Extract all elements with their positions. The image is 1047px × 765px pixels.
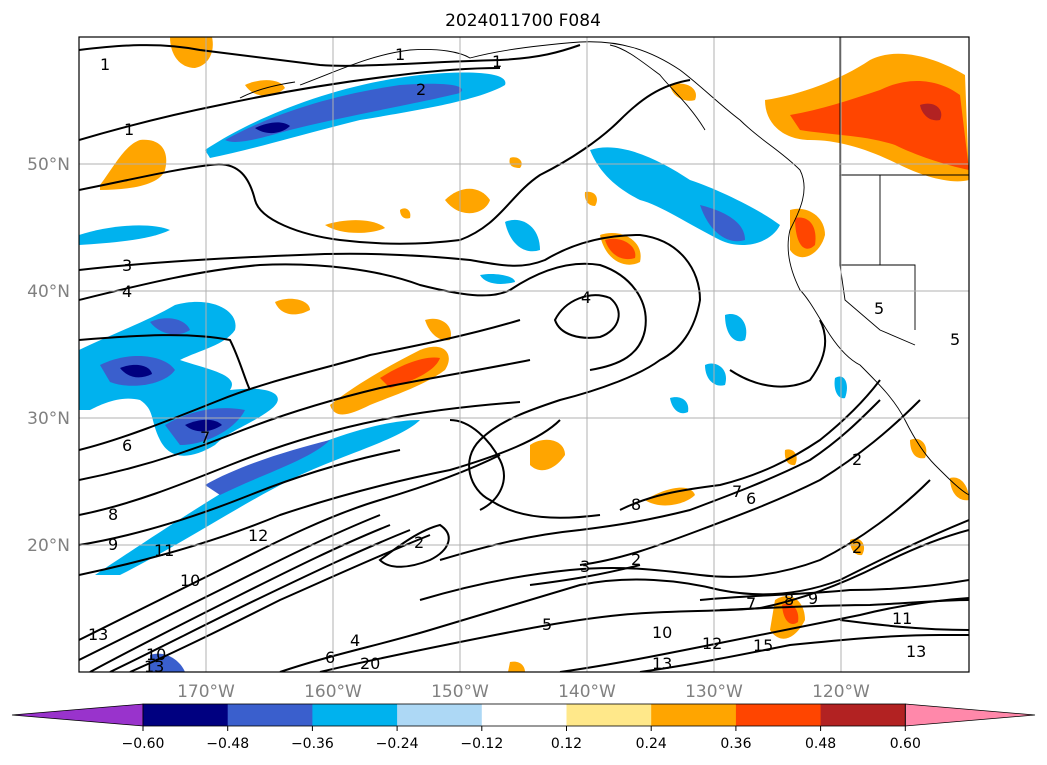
contour-label: 1 xyxy=(100,55,110,74)
contour-label: 4 xyxy=(350,631,360,650)
map-panel: 1 1 1 1 2 3 4 4 5 5 6 7 8 9 11 12 10 13 … xyxy=(78,36,970,676)
contour-label: 13 xyxy=(906,642,926,661)
contour-label: 13 xyxy=(88,625,108,644)
contour-label: 4 xyxy=(581,288,591,307)
contour-label: 2 xyxy=(414,533,424,552)
colorbar-segment xyxy=(820,704,906,726)
contour-label: 2 xyxy=(416,80,426,99)
contour-label: 2 xyxy=(852,450,862,469)
contour-label: 8 xyxy=(631,495,641,514)
colorbar: −0.60 −0.48 −0.36 −0.24 −0.12 0.12 0.24 0.36 0.4… xyxy=(11,703,1036,752)
colorbar-segment xyxy=(227,704,313,726)
colorbar-segment xyxy=(735,704,822,726)
contour-label: 15 xyxy=(753,636,773,655)
contour-label: 13 xyxy=(144,657,164,676)
contour-label: 1 xyxy=(395,45,405,64)
contour-label: 5 xyxy=(542,615,552,634)
map-title: 2024011700 F084 xyxy=(445,11,601,31)
colorbar-tick-label: −0.24 xyxy=(376,736,419,752)
contour-label: 13 xyxy=(652,654,672,673)
colorbar-tick-label: −0.48 xyxy=(206,736,249,752)
lat-label: 40°N xyxy=(27,282,70,302)
contour-label: 7 xyxy=(732,482,742,501)
colorbar-frame xyxy=(142,703,906,727)
colorbar-segment xyxy=(481,704,567,726)
contour-label: 3 xyxy=(580,557,590,576)
lat-label: 50°N xyxy=(27,155,70,175)
coastlines xyxy=(239,37,969,496)
colorbar-tick-label: 0.48 xyxy=(805,736,836,752)
contour-lines xyxy=(79,44,969,672)
positive-anomaly-shading xyxy=(100,37,969,672)
contour-label: 6 xyxy=(325,648,335,667)
contour-label: 6 xyxy=(746,489,756,508)
lon-label: 120°W xyxy=(812,682,870,702)
longitude-labels: 170°W 160°W 150°W 140°W 130°W 120°W xyxy=(177,682,870,702)
contour-label: 8 xyxy=(108,505,118,524)
lon-label: 140°W xyxy=(558,682,616,702)
contour-label: 2 xyxy=(852,538,862,557)
contour-label: 12 xyxy=(248,526,268,545)
lat-label: 30°N xyxy=(27,409,70,429)
contour-label: 5 xyxy=(874,299,884,318)
colorbar-segment xyxy=(566,704,652,726)
colorbar-tick-label: −0.12 xyxy=(460,736,503,752)
colorbar-tick-label: 0.60 xyxy=(890,736,921,752)
contour-label: 5 xyxy=(950,330,960,349)
contour-label: 1 xyxy=(492,52,502,71)
contour-label: 6 xyxy=(122,436,132,455)
contour-label: 12 xyxy=(702,634,722,653)
contour-label: 8 xyxy=(784,590,794,609)
contour-label: 9 xyxy=(808,589,818,608)
colorbar-tick-label: 0.12 xyxy=(551,736,582,752)
contour-labels: 1 1 1 1 2 3 4 4 5 5 6 7 8 9 11 12 10 13 … xyxy=(88,45,960,676)
contour-label: 9 xyxy=(108,535,118,554)
colorbar-extend-low xyxy=(11,703,144,727)
contour-label: 4 xyxy=(122,282,132,301)
colorbar-segment xyxy=(397,704,483,726)
colorbar-extend-high xyxy=(904,703,1036,727)
colorbar-segment xyxy=(143,704,229,726)
colorbar-segment xyxy=(651,704,737,726)
contour-label: 7 xyxy=(746,594,756,613)
contour-label: 7 xyxy=(200,428,210,447)
map-frame xyxy=(78,36,970,673)
colorbar-tick-label: −0.36 xyxy=(291,736,334,752)
colorbar-tick-label: 0.24 xyxy=(636,736,667,752)
contour-label: 2 xyxy=(631,550,641,569)
colorbar-tick-label: 0.36 xyxy=(720,736,751,752)
contour-label: 10 xyxy=(180,571,200,590)
lon-label: 150°W xyxy=(431,682,489,702)
latitude-labels: 50°N 40°N 30°N 20°N xyxy=(27,155,70,556)
colorbar-tick-label: −0.60 xyxy=(122,736,165,752)
contour-label: 10 xyxy=(146,645,166,664)
contour-label: 20 xyxy=(360,654,380,673)
contour-label: 10 xyxy=(652,623,672,642)
gridlines xyxy=(79,37,969,672)
colorbar-segment xyxy=(312,704,398,726)
contour-label: 1 xyxy=(124,120,134,139)
contour-label: 11 xyxy=(892,609,912,628)
negative-anomaly-shading xyxy=(79,72,847,672)
contour-label: 11 xyxy=(154,541,174,560)
contour-label: 3 xyxy=(122,256,132,275)
lon-label: 170°W xyxy=(177,682,235,702)
lon-label: 130°W xyxy=(685,682,743,702)
lon-label: 160°W xyxy=(304,682,362,702)
lat-label: 20°N xyxy=(27,536,70,556)
